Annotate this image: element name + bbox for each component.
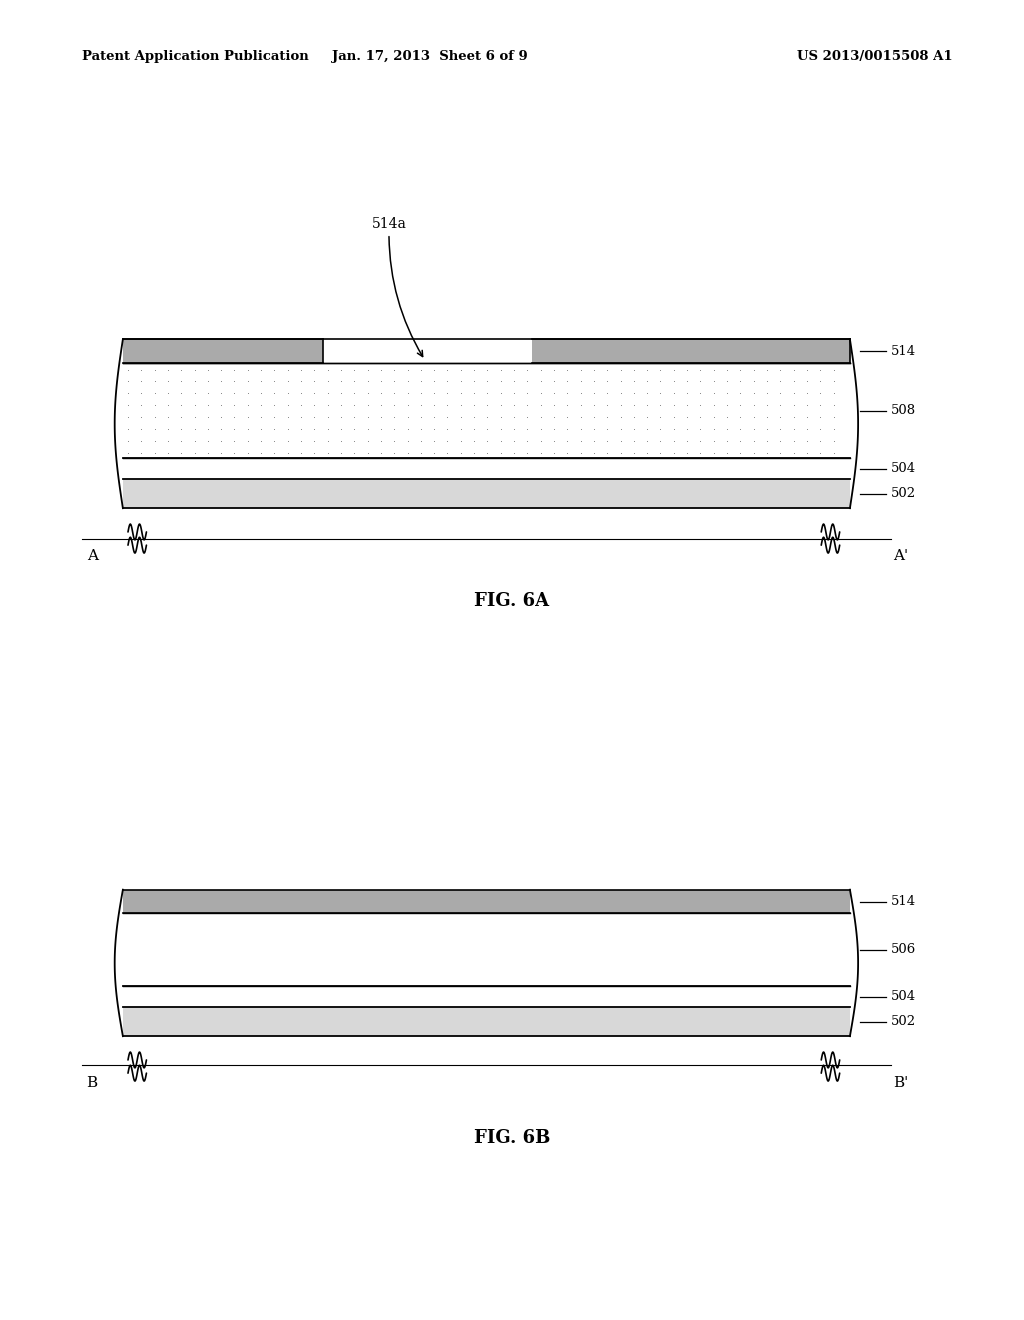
- Bar: [123, 913, 850, 986]
- Text: 514: 514: [891, 895, 916, 908]
- Text: Jan. 17, 2013  Sheet 6 of 9: Jan. 17, 2013 Sheet 6 of 9: [332, 50, 528, 63]
- Bar: [123, 458, 850, 479]
- Bar: [123, 986, 850, 1007]
- Text: B': B': [894, 1076, 908, 1090]
- Bar: [532, 339, 850, 363]
- Text: FIG. 6A: FIG. 6A: [474, 591, 550, 610]
- Text: 504: 504: [891, 990, 916, 1003]
- Text: 508: 508: [891, 404, 916, 417]
- Text: B: B: [87, 1076, 97, 1090]
- Bar: [123, 890, 850, 913]
- Text: 502: 502: [891, 487, 916, 500]
- Bar: [123, 1007, 850, 1036]
- Text: 514a: 514a: [372, 216, 423, 356]
- Text: 504: 504: [891, 462, 916, 475]
- Text: A: A: [87, 549, 97, 564]
- Text: Patent Application Publication: Patent Application Publication: [82, 50, 308, 63]
- Text: 506: 506: [891, 944, 916, 956]
- Bar: [123, 339, 323, 363]
- Bar: [123, 479, 850, 508]
- Text: 502: 502: [891, 1015, 916, 1028]
- Text: FIG. 6B: FIG. 6B: [474, 1129, 550, 1147]
- Text: A': A': [894, 549, 908, 564]
- Text: US 2013/0015508 A1: US 2013/0015508 A1: [797, 50, 952, 63]
- Text: 514: 514: [891, 345, 916, 358]
- Bar: [123, 363, 850, 458]
